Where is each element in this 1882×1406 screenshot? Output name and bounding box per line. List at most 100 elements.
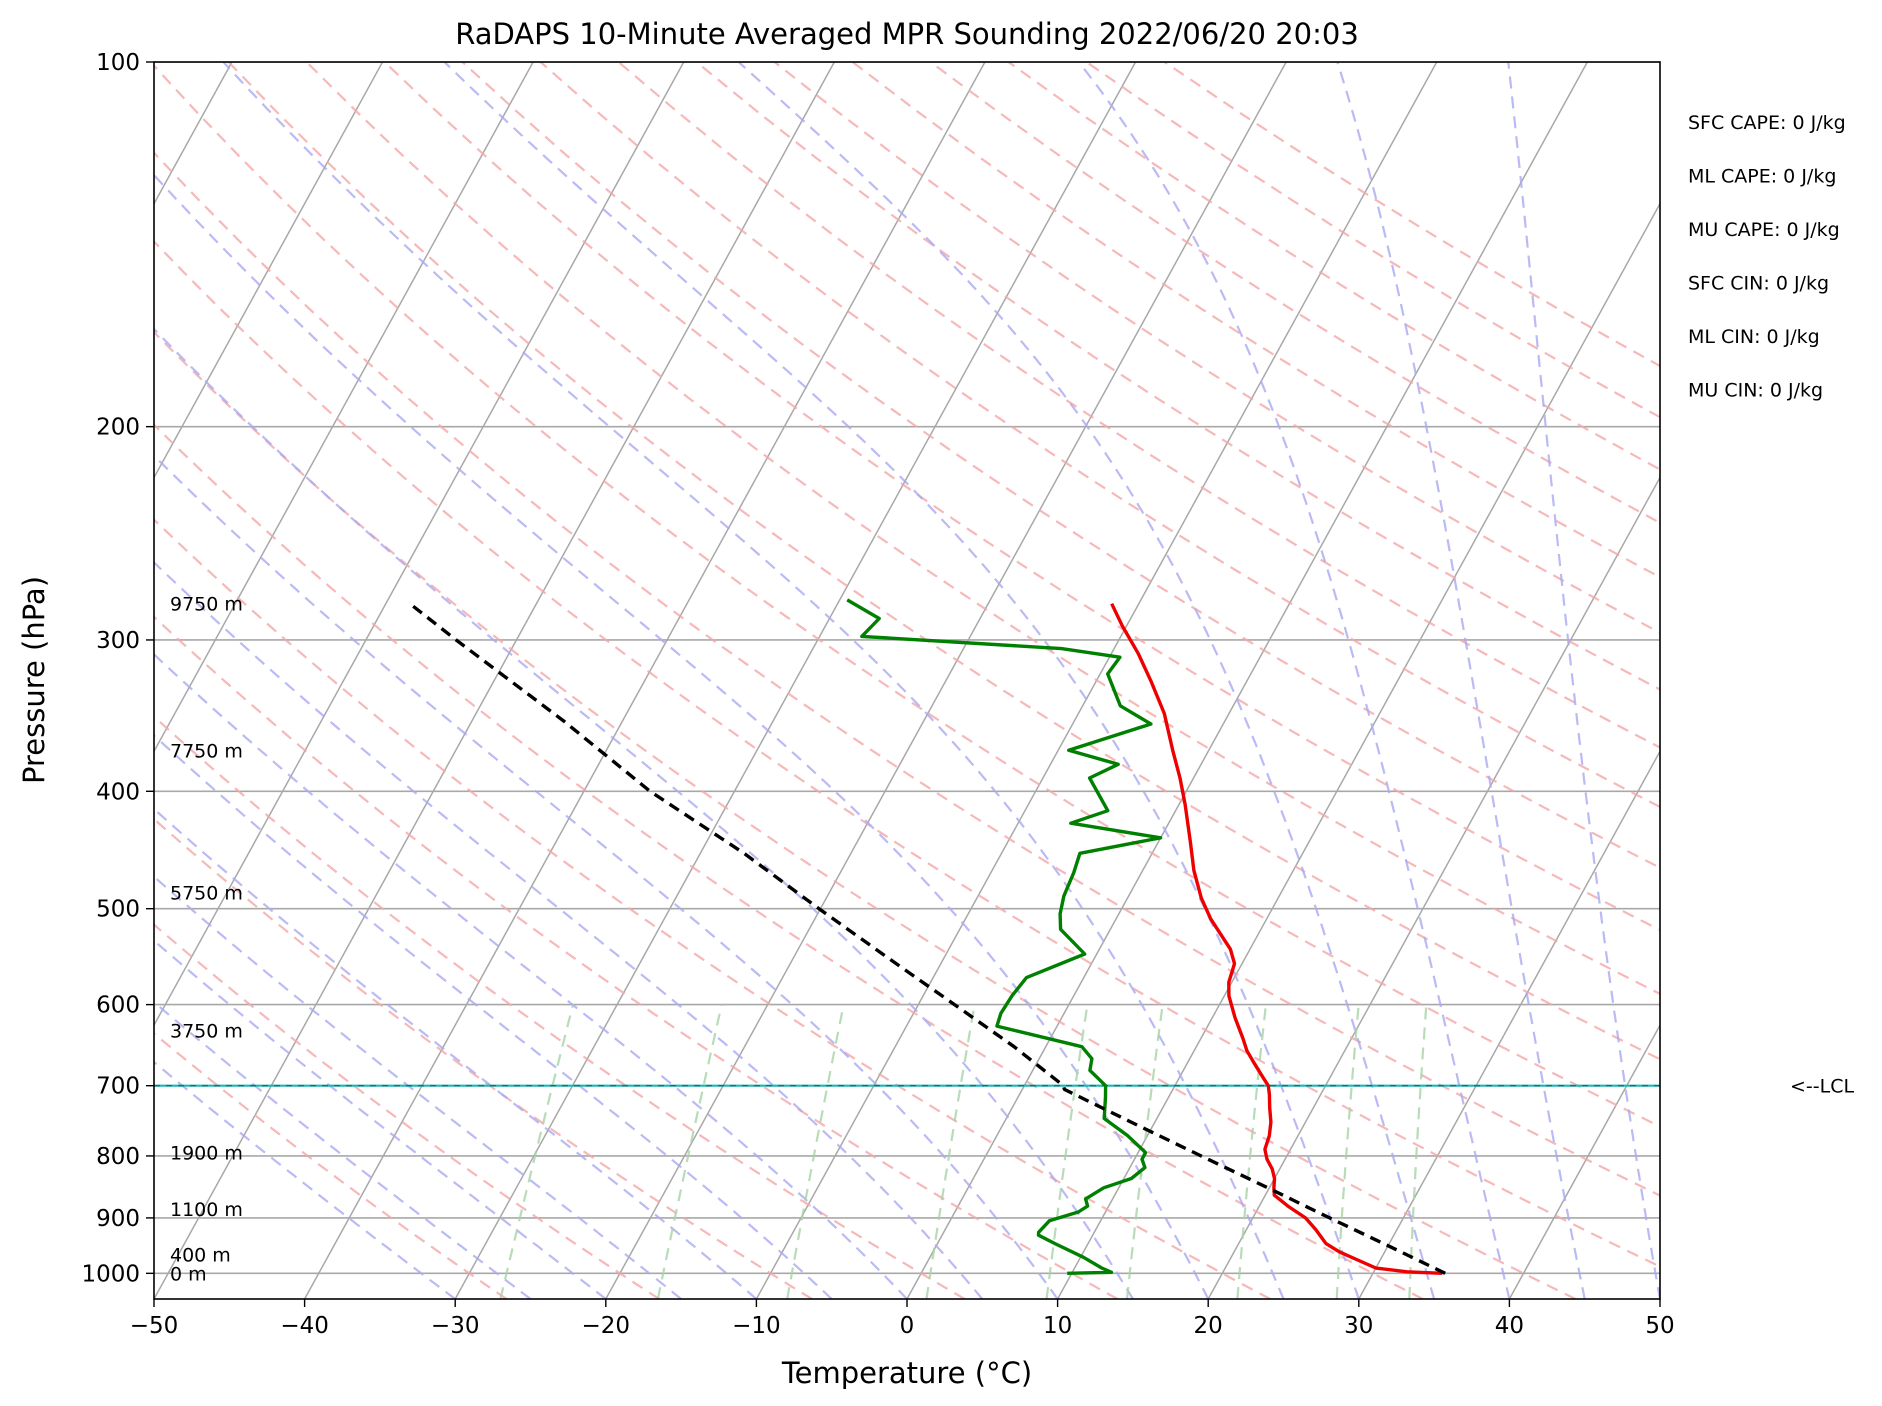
y-tick-label: 500: [96, 897, 140, 923]
stability-index: SFC CAPE: 0 J/kg: [1688, 112, 1846, 134]
mixing-ratio-line: [1236, 1004, 1267, 1299]
dry-adiabat: [461, 62, 1660, 869]
isotherm-line: [1056, 202, 1660, 1299]
dry-adiabat: [383, 62, 1660, 932]
moist-adiabat-lines: [154, 62, 1660, 1299]
height-label: 1100 m: [170, 1199, 243, 1221]
sounding-profiles: [408, 598, 1446, 1275]
moist-adiabat: [737, 62, 1436, 1299]
isotherm-line: [1659, 1297, 1660, 1299]
y-tick-label: 800: [96, 1144, 140, 1170]
moist-adiabat: [154, 173, 1210, 1299]
dry-adiabat: [305, 62, 1660, 996]
x-tick-label: 0: [900, 1313, 915, 1339]
mixing-ratio-line: [925, 1004, 976, 1299]
y-tick-label: 900: [96, 1206, 140, 1232]
y-axis-ticks: 100 200 300 400 500 600 700 800 900 1000: [81, 50, 154, 1287]
stability-index: SFC CIN: 0 J/kg: [1688, 273, 1829, 295]
isotherm-lines: [154, 62, 1660, 1299]
x-tick-label: −20: [582, 1313, 631, 1339]
isotherm-line: [154, 62, 685, 1027]
y-tick-label: 600: [96, 993, 140, 1019]
plot-frame: [153, 61, 1661, 1300]
mixing-ratio-line: [1045, 1004, 1089, 1299]
dry-adiabat: [154, 1032, 508, 1299]
pressure-gridlines: [154, 62, 1660, 1275]
moist-adiabat: [1078, 62, 1511, 1299]
moist-adiabat: [1507, 62, 1660, 1299]
moist-adiabat: [154, 807, 758, 1299]
isotherm-line: [454, 62, 1137, 1299]
mixing-ratio-line: [656, 1004, 723, 1299]
dry-adiabat: [154, 715, 966, 1299]
dry-adiabat: [154, 923, 660, 1299]
dry-adiabat: [154, 330, 1577, 1299]
dry-adiabat: [617, 62, 1660, 749]
moist-adiabat: [154, 1000, 532, 1299]
dry-adiabat: [773, 62, 1660, 634]
dry-adiabat: [1007, 62, 1660, 471]
stability-index: ML CAPE: 0 J/kg: [1688, 166, 1836, 188]
isotherm-line: [1508, 1023, 1660, 1299]
isotherm-line: [906, 62, 1589, 1299]
dry-adiabat-lines: [154, 62, 1660, 1299]
isotherm-line: [1207, 475, 1660, 1299]
dry-adiabat: [154, 64, 1660, 1128]
height-label: 7750 m: [170, 740, 243, 762]
dry-adiabat: [695, 62, 1660, 691]
chart-title: RaDAPS 10-Minute Averaged MPR Sounding 2…: [455, 17, 1359, 51]
x-tick-label: 30: [1344, 1313, 1373, 1339]
dry-adiabat: [227, 62, 1660, 1061]
height-label: 0 m: [170, 1263, 207, 1285]
dry-adiabat: [154, 151, 1660, 1197]
stability-index: MU CIN: 0 J/kg: [1688, 380, 1823, 402]
isotherm-line: [154, 62, 836, 1299]
mixing-ratio-line: [1335, 1004, 1360, 1299]
height-label: 5750 m: [170, 883, 243, 905]
moist-adiabat: [154, 454, 1059, 1299]
isotherm-line: [303, 62, 986, 1299]
height-labels: 9750 m 7750 m 5750 m 3750 m 1900 m 1100 m 400 …: [170, 594, 243, 1286]
y-tick-label: 700: [96, 1074, 140, 1100]
moist-adiabat: [1336, 62, 1586, 1299]
parcel-profile: [408, 602, 1446, 1275]
dry-adiabat: [154, 239, 1660, 1268]
y-tick-label: 100: [96, 50, 140, 76]
x-tick-label: −40: [280, 1313, 329, 1339]
y-tick-label: 400: [96, 779, 140, 805]
x-tick-label: 50: [1645, 1313, 1674, 1339]
height-label: 9750 m: [170, 594, 243, 616]
x-axis-label: Temperature (°C): [781, 1356, 1032, 1390]
moist-adiabat: [154, 652, 908, 1299]
mixing-ratio-line: [786, 1004, 845, 1299]
y-axis-label: Pressure (hPa): [17, 576, 51, 784]
moist-adiabat: [222, 62, 1285, 1299]
y-tick-label: 1000: [81, 1261, 140, 1287]
lcl-label: <--LCL: [1790, 1076, 1854, 1098]
x-tick-label: −10: [732, 1313, 781, 1339]
dry-adiabat: [154, 518, 1271, 1299]
mixing-ratio-line: [1408, 1004, 1428, 1299]
stability-index: ML CIN: 0 J/kg: [1688, 326, 1820, 348]
stability-indices: SFC CAPE: 0 J/kg ML CAPE: 0 J/kg MU CAPE: …: [1688, 112, 1846, 402]
isotherm-line: [154, 62, 384, 480]
x-tick-label: 40: [1495, 1313, 1524, 1339]
height-label: 400 m: [170, 1245, 231, 1267]
dewpoint-profile: [846, 598, 1163, 1275]
moist-adiabat: [154, 939, 607, 1299]
dry-adiabat: [539, 62, 1660, 809]
height-label: 1900 m: [170, 1143, 243, 1165]
y-tick-label: 200: [96, 415, 140, 441]
moist-adiabat: [154, 875, 682, 1299]
mixing-ratio-line: [499, 1004, 575, 1299]
y-tick-label: 300: [96, 628, 140, 654]
dry-adiabat: [154, 615, 1119, 1299]
stability-index: MU CAPE: 0 J/kg: [1688, 219, 1840, 241]
x-tick-label: 10: [1043, 1313, 1072, 1339]
x-axis-ticks: −50 −40 −30 −20 −10 0 10 20 30 40 50: [130, 1299, 1675, 1339]
isotherm-line: [605, 62, 1287, 1299]
dry-adiabat: [1163, 62, 1660, 368]
moist-adiabat: [154, 734, 833, 1299]
isotherm-line: [154, 62, 534, 753]
